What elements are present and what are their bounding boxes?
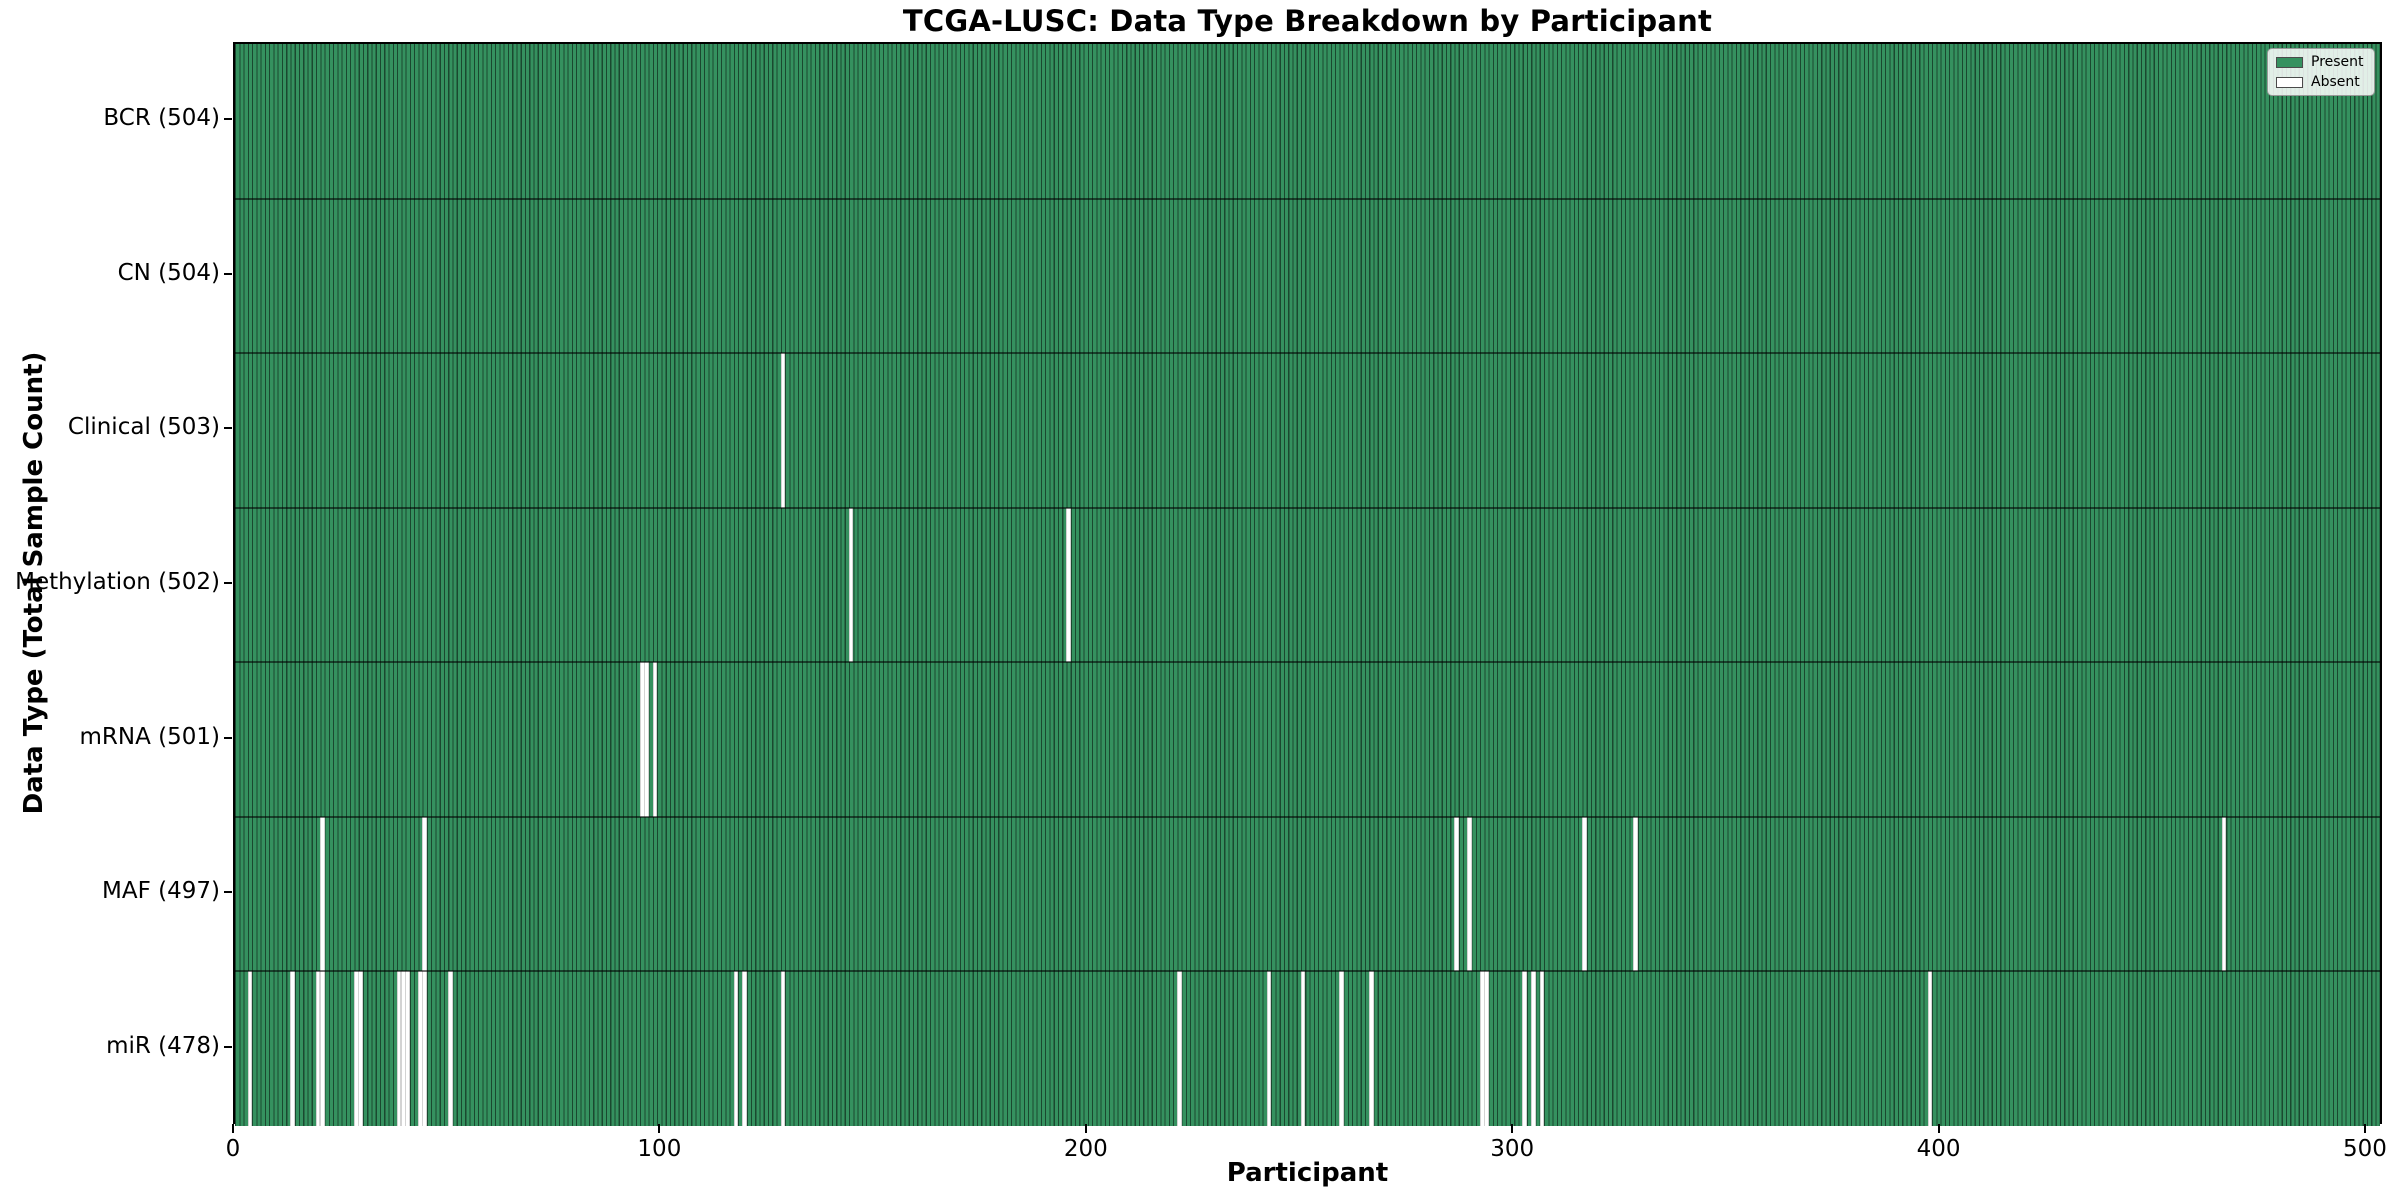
absent-gap [1479, 971, 1485, 1126]
legend-label: Absent [2311, 74, 2360, 90]
heatmap-row-cn [235, 198, 2380, 354]
absent-gap [1582, 816, 1587, 972]
absent-gap [422, 971, 428, 1126]
plot-area [233, 42, 2382, 1126]
y-tick-mark [224, 736, 232, 739]
absent-gap [290, 971, 295, 1126]
y-tick-mark [224, 582, 232, 584]
x-tick-label: 100 [637, 1136, 682, 1162]
chart-title: TCGA-LUSC: Data Type Breakdown by Partic… [902, 4, 1713, 38]
legend-entry-absent: Absent [2276, 75, 2366, 89]
absent-gap [358, 971, 364, 1126]
absent-gap [405, 971, 410, 1126]
absent-gap [401, 971, 406, 1126]
x-tick-mark [1511, 1124, 1514, 1133]
y-tick-label: Methylation (502) [15, 569, 220, 595]
x-tick-mark [658, 1124, 661, 1133]
x-tick-mark [1084, 1124, 1087, 1133]
y-tick-label: CN (504) [117, 259, 220, 286]
y-tick-mark [224, 1045, 232, 1048]
absent-gap [1266, 971, 1272, 1126]
absent-gap [644, 662, 649, 817]
absent-gap [742, 971, 747, 1126]
absent-gap [780, 971, 786, 1126]
absent-gap [780, 353, 786, 508]
x-tick-mark [2363, 1124, 2366, 1133]
absent-gap [1522, 971, 1528, 1126]
absent-gap [1454, 816, 1459, 972]
absent-gap [1539, 971, 1545, 1126]
absent-gap [1339, 971, 1344, 1126]
legend-label: Present [2311, 54, 2364, 70]
x-axis-label: Participant [1226, 1158, 1389, 1188]
x-tick-label: 300 [1490, 1136, 1535, 1162]
legend-swatch-absent [2276, 76, 2303, 88]
row-separator [235, 197, 2380, 200]
row-separator [235, 815, 2380, 818]
absent-gap [1467, 816, 1472, 972]
row-separator [235, 661, 2380, 664]
absent-gap [1633, 816, 1638, 972]
row-separator [235, 506, 2380, 509]
absent-gap [1927, 971, 1933, 1126]
row-separator [235, 970, 2380, 973]
heatmap-row-methylation [235, 507, 2380, 663]
absent-gap [447, 971, 453, 1126]
absent-gap [1300, 971, 1306, 1126]
absent-gap [652, 662, 658, 817]
heatmap-row-bcr [235, 44, 2380, 199]
x-tick-label: 0 [225, 1136, 241, 1162]
x-tick-label: 200 [1063, 1136, 1108, 1162]
absent-gap [848, 507, 854, 663]
y-tick-label: Clinical (503) [67, 414, 220, 441]
absent-gap [1066, 507, 1071, 663]
absent-gap [1177, 971, 1182, 1126]
absent-gap [1484, 971, 1489, 1126]
x-tick-label: 400 [1916, 1136, 1961, 1162]
x-tick-mark [1937, 1124, 1940, 1133]
heatmap-row-maf [235, 816, 2380, 972]
y-tick-mark [224, 427, 232, 430]
absent-gap [247, 971, 253, 1126]
y-tick-mark [224, 891, 232, 894]
y-tick-label: mRNA (501) [79, 723, 220, 750]
absent-gap [315, 971, 321, 1126]
absent-gap [354, 971, 359, 1126]
absent-gap [1531, 971, 1536, 1126]
absent-gap [1368, 971, 1374, 1126]
y-tick-label: MAF (497) [102, 878, 220, 905]
x-tick-label: 500 [2342, 1136, 2387, 1162]
absent-gap [422, 816, 428, 972]
absent-gap [418, 971, 423, 1126]
y-tick-mark [224, 272, 232, 275]
absent-gap [639, 662, 645, 817]
absent-gap [320, 816, 325, 972]
heatmap-row-clinical [235, 353, 2380, 508]
y-tick-label: BCR (504) [103, 105, 220, 132]
y-tick-label: miR (478) [106, 1032, 220, 1059]
legend: Present Absent [2267, 48, 2375, 96]
heatmap-row-mrna [235, 662, 2380, 817]
absent-gap [733, 971, 739, 1126]
legend-entry-present: Present [2276, 55, 2366, 69]
absent-gap [396, 971, 402, 1126]
legend-swatch-present [2276, 56, 2303, 68]
row-separator [235, 352, 2380, 355]
absent-gap [2221, 816, 2227, 972]
y-tick-mark [224, 118, 232, 121]
heatmap-row-mir [235, 971, 2380, 1126]
x-tick-mark [232, 1124, 234, 1133]
absent-gap [320, 971, 325, 1126]
